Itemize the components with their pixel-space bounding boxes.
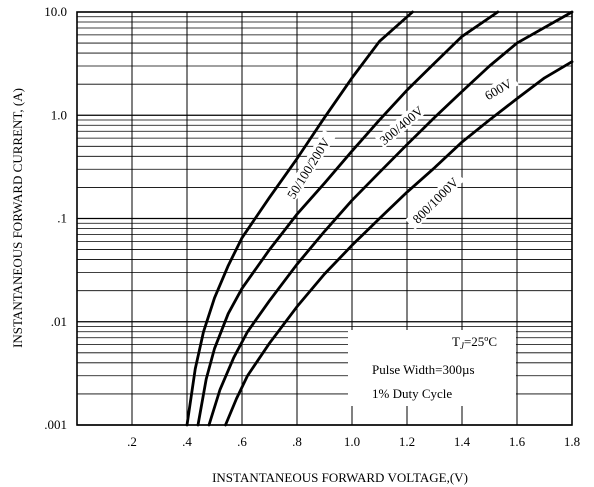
series-line [185,10,414,427]
conditions-box [348,330,516,406]
x-tick-label: .4 [182,434,192,449]
series-line [196,10,500,427]
x-tick-label: 1.8 [564,434,580,449]
x-tick-label: .6 [237,434,247,449]
y-tick-label: .001 [44,417,67,432]
y-tick-label: 1.0 [51,107,67,122]
tick-labels: .2 .4 .6 .8 1.0 1.2 1.4 1.6 1.8 .001 .01 .1 1.0 10.0 [44,4,580,449]
plot-frame [76,11,573,426]
series-layer [185,10,574,427]
y-tick-label: .01 [51,314,67,329]
y-axis-title: INSTANTANEOUS FORWARD CURRENT, (A) [10,88,25,348]
pulse-width-note: Pulse Width=300µs [372,362,475,377]
series-line [224,60,574,427]
series-line [207,10,574,427]
series-label-800-1000: 800/1000V [405,170,465,230]
x-tick-label: .8 [292,434,302,449]
y-tick-label: .1 [57,211,67,226]
x-tick-label: 1.6 [509,434,526,449]
x-tick-label: .2 [127,434,137,449]
x-tick-label: 1.4 [454,434,471,449]
x-axis-title: INSTANTANEOUS FORWARD VOLTAGE,(V) [212,470,468,485]
x-tick-label: 1.0 [344,434,360,449]
temperature-note: TJ=25ºC [452,334,497,351]
y-tick-label: 10.0 [44,4,67,19]
x-tick-label: 1.2 [399,434,415,449]
duty-cycle-note: 1% Duty Cycle [372,386,452,401]
series-label-600: 600V [477,72,519,106]
